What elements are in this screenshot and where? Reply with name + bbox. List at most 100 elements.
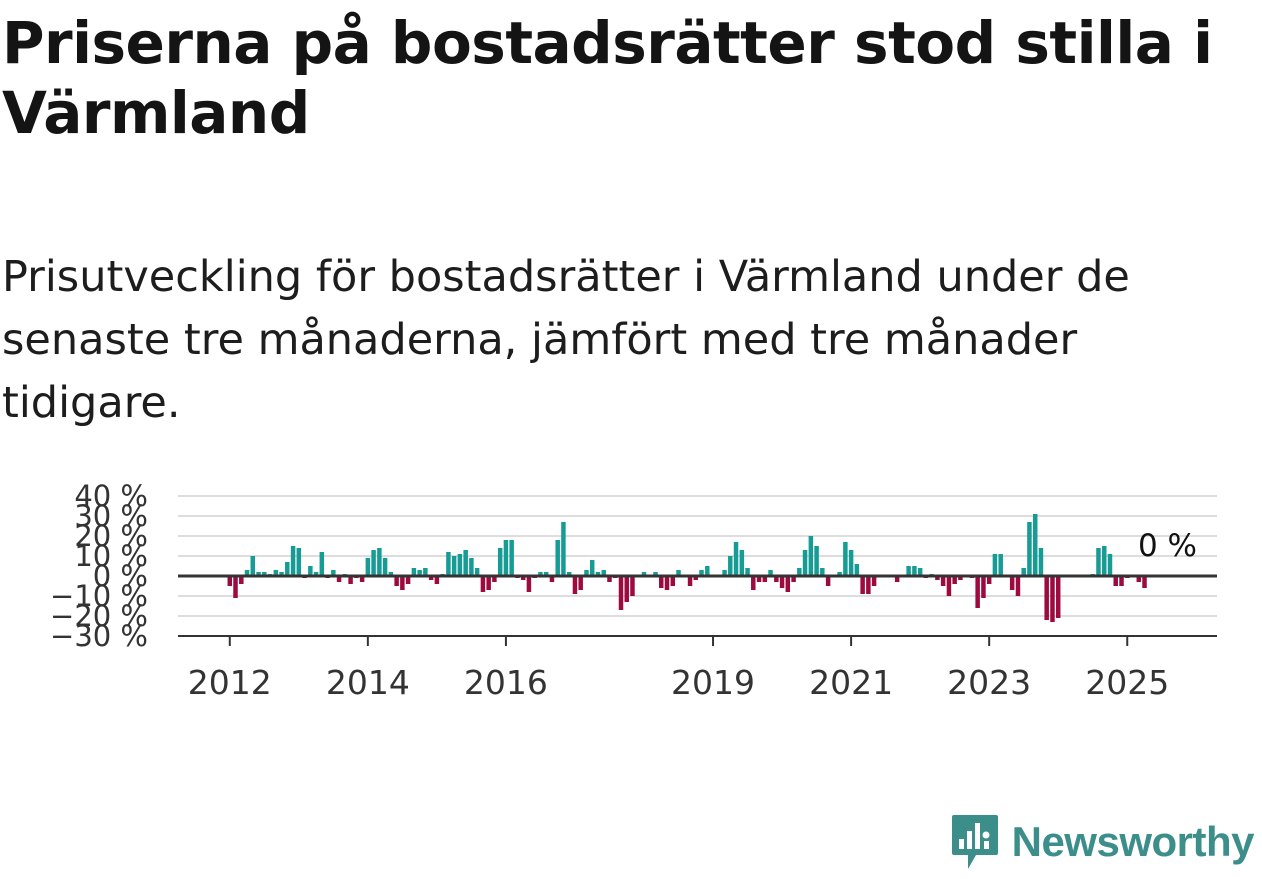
bar [958,576,963,580]
bar [940,576,946,586]
bar [566,572,572,576]
bar [239,576,244,584]
bar [526,576,532,592]
bar [797,568,802,576]
bar [699,570,704,576]
bar [1102,546,1107,576]
bar [227,576,233,586]
bar [538,572,543,576]
bar [394,576,399,586]
bar [411,568,417,576]
bar [871,576,877,586]
chart-subtitle: Prisutveckling för bostadsrätter i Värml… [2,252,1130,428]
bar-chart: 40 %30 %20 %10 %0 %−10 %−20 %−30 % 2012 2… [50,479,1217,702]
bar [860,576,865,594]
bar [480,576,486,592]
bar [561,522,566,576]
bar [469,558,474,576]
bar [843,542,848,576]
bar-series [227,514,1147,622]
bar [371,550,376,576]
bar [262,572,267,576]
bar [693,576,699,580]
grid-lines [178,495,1217,617]
bar [601,570,606,576]
bar [906,566,911,576]
y-tick-label: 40 % [74,479,148,513]
bar [244,570,250,576]
bar [952,576,957,584]
bar [446,552,451,576]
bar [733,542,739,576]
bar [279,572,284,576]
bar [308,566,313,576]
y-tick-label: −10 % [50,579,148,613]
bar [728,556,733,576]
bar [946,576,952,596]
bar [428,576,434,580]
bar [377,548,382,576]
bar [618,576,624,610]
bar [935,576,940,580]
bar [998,554,1003,576]
bar [641,572,647,576]
y-tick-label: 30 % [74,499,148,533]
bar [417,570,422,576]
bar [624,576,629,602]
bar [423,568,428,576]
bar [348,576,353,584]
bar [768,570,773,576]
bar [273,570,279,576]
bar [1032,514,1038,576]
bar [756,576,762,582]
bar [520,576,526,580]
bar [687,576,693,586]
x-tick-label: 2025 [1085,663,1169,702]
bar [607,576,612,582]
bar [555,540,560,576]
bar [808,536,814,576]
bar [894,576,900,582]
bar [382,558,388,576]
bar [1021,568,1026,576]
bar [975,576,980,608]
bar [313,572,319,576]
bar [653,572,658,576]
y-tick-label: −20 % [50,599,148,633]
bar [722,570,727,576]
bar [365,558,371,576]
y-tick-label: 0 % [93,559,148,593]
bar [359,576,365,582]
bar [779,576,785,588]
bar [457,554,463,576]
bar [739,550,745,576]
x-tick-label: 2014 [326,663,410,702]
bar [509,540,514,576]
x-tick-label: 2016 [464,663,548,702]
chart-title: Priserna på bostadsrätter stod stilla i … [2,9,1213,147]
bar [1113,576,1118,586]
brand-name: Newsworthy [1011,818,1255,865]
x-tick-label: 2021 [809,663,893,702]
bar [474,568,480,576]
bar [486,576,491,590]
bar [854,564,860,576]
bar [814,546,819,576]
bar [837,572,842,576]
bar [1119,576,1124,586]
bar [589,560,595,576]
bar [866,576,871,594]
bar [1009,576,1015,590]
bar [497,548,503,576]
y-tick-label: −30 % [50,619,148,653]
bar [331,570,336,576]
x-tick-label: 2023 [947,663,1031,702]
bar [820,568,825,576]
bar [1136,576,1142,582]
bar [405,576,411,584]
bar [659,576,664,588]
bar [825,576,831,586]
y-tick-label: 20 % [74,519,148,553]
bar [250,556,256,576]
bar [981,576,986,598]
